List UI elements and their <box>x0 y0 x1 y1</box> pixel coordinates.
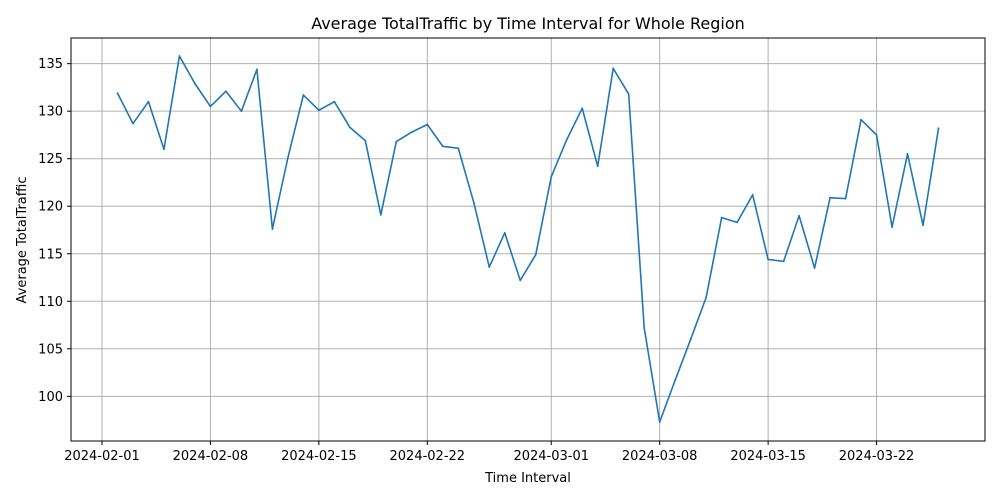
data-point <box>906 153 909 155</box>
data-point <box>875 134 878 136</box>
data-point <box>194 82 196 85</box>
y-tick-label: 110 <box>38 295 63 310</box>
x-tick-label: 2024-03-15 <box>730 449 806 464</box>
x-axis-ticks: 2024-02-01 2024-02-08 2024-02-15 2024-02-22… <box>64 441 914 464</box>
data-point <box>472 201 475 204</box>
data-point <box>922 224 924 227</box>
grid-lines <box>71 38 985 441</box>
data-point <box>116 92 119 95</box>
data-point <box>550 175 553 178</box>
data-point <box>302 94 305 96</box>
data-point <box>410 131 413 133</box>
x-axis-label: Time Interval <box>484 471 571 486</box>
data-point <box>782 260 785 263</box>
data-point <box>178 55 181 57</box>
data-point <box>364 139 367 142</box>
data-point <box>565 138 568 141</box>
data-point <box>798 214 801 217</box>
x-tick-label: 2024-03-01 <box>513 449 589 464</box>
x-tick-label: 2024-02-08 <box>173 449 249 464</box>
data-point <box>132 122 134 125</box>
data-point <box>163 148 165 151</box>
data-point <box>503 231 506 234</box>
data-point <box>348 126 351 129</box>
y-tick-label: 135 <box>38 57 63 72</box>
y-tick-label: 115 <box>38 247 63 262</box>
x-tick-label: 2024-02-15 <box>281 449 357 464</box>
x-tick-label: 2024-03-08 <box>622 449 698 464</box>
data-point <box>457 147 460 150</box>
data-point <box>379 213 382 216</box>
x-tick-label: 2024-02-01 <box>64 449 140 464</box>
data-point <box>596 165 599 168</box>
data-point <box>612 67 615 70</box>
data-point <box>705 296 708 299</box>
y-tick-label: 105 <box>38 342 63 357</box>
data-point <box>751 193 754 196</box>
data-point <box>225 90 227 93</box>
plot-area-frame <box>70 37 986 442</box>
data-point <box>147 100 150 103</box>
y-axis-label: Average TotalTraffic <box>15 177 30 304</box>
y-tick-label: 130 <box>38 105 63 120</box>
data-point <box>255 68 258 71</box>
y-tick-label: 100 <box>38 390 63 405</box>
x-tick-label: 2024-02-22 <box>390 449 466 464</box>
data-point <box>937 127 940 130</box>
data-point <box>674 379 677 382</box>
data-point <box>240 110 243 113</box>
series-line <box>116 55 940 423</box>
data-point <box>891 226 893 229</box>
data-point <box>813 267 816 269</box>
data-point <box>844 197 847 200</box>
data-point <box>271 228 274 230</box>
data-point <box>317 109 320 112</box>
x-tick-label: 2024-03-22 <box>839 449 915 464</box>
data-point <box>534 253 537 256</box>
y-axis-ticks: 100 105 110 115 120 125 130 135 <box>38 57 71 405</box>
data-point <box>736 221 739 224</box>
data-point <box>643 326 646 329</box>
data-point <box>767 258 770 261</box>
data-point <box>860 118 862 121</box>
data-point <box>333 100 336 103</box>
data-point <box>627 93 630 95</box>
y-tick-label: 120 <box>38 200 63 215</box>
data-point <box>581 107 584 110</box>
data-point <box>720 216 723 219</box>
data-point <box>209 105 212 108</box>
y-tick-label: 125 <box>38 152 63 167</box>
data-point <box>829 196 831 199</box>
data-point <box>441 145 444 148</box>
data-point <box>488 266 491 268</box>
data-point <box>658 421 661 423</box>
data-point <box>689 338 692 341</box>
data-point <box>395 140 398 143</box>
series-layer <box>116 55 940 423</box>
chart-title: Average TotalTraffic by Time Interval fo… <box>311 14 745 33</box>
data-point <box>286 156 289 159</box>
data-point <box>519 279 522 282</box>
data-point <box>426 123 429 126</box>
